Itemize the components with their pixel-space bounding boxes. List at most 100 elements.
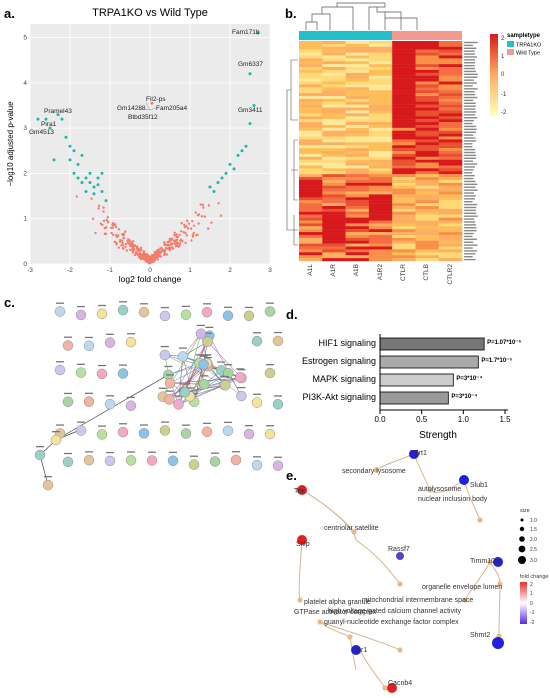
heatmap-cell: [438, 84, 463, 88]
row-name-glyph: [464, 131, 476, 133]
row-name-glyph: [464, 73, 478, 76]
heatmap-cell: [368, 217, 393, 221]
heatmap-cell: [438, 252, 463, 256]
heatmap-cell: [415, 258, 439, 262]
network-edge: [189, 384, 226, 397]
heatmap-cell: [415, 98, 439, 102]
heatmap-cell: [368, 75, 393, 79]
volcano-point-significant: [72, 171, 76, 175]
protein-node-label-glyph: [205, 326, 214, 329]
heatmap-cell: [392, 96, 416, 100]
protein-node-label-glyph: [106, 333, 114, 335]
protein-node-label-glyph: [36, 446, 44, 448]
row-name-glyph: [464, 67, 476, 70]
heatmap-cell: [368, 127, 393, 131]
term-label: GTPase activator complex: [294, 609, 377, 616]
volcano-point: [175, 235, 178, 239]
heatmap-cell: [322, 113, 346, 117]
volcano-point: [115, 234, 118, 238]
heatmap-cell: [415, 107, 439, 111]
heatmap-cell: [368, 153, 393, 157]
heatmap-cell: [299, 217, 323, 221]
row-name-glyph: [464, 218, 475, 220]
protein-node: [198, 359, 209, 370]
heatmap-cell: [322, 133, 346, 137]
heatmap-cell: [368, 194, 393, 198]
heatmap-cell: [322, 107, 346, 111]
heatmap-cell: [322, 171, 346, 175]
heatmap-cell: [368, 151, 393, 155]
heatmap-cell: [345, 139, 370, 143]
size-legend-tick: 1.5: [530, 527, 537, 533]
heatmap-cell: [368, 41, 393, 45]
volcano-point-significant: [60, 117, 64, 121]
heatmap-cell: [345, 151, 370, 155]
row-name-glyph: [464, 62, 476, 64]
heatmap-cell: [368, 232, 393, 236]
heatmap-cell: [438, 104, 463, 108]
heatmap-cell: [322, 96, 346, 100]
protein-node: [138, 306, 150, 318]
heatmap-cell: [392, 214, 416, 218]
pathway-bar: [379, 355, 479, 369]
row-name-glyph: [464, 53, 475, 55]
volcano-point: [163, 243, 166, 247]
volcano-point: [156, 248, 159, 252]
heatmap-cell: [438, 156, 463, 160]
heatmap-cell: [345, 159, 370, 163]
volcano-point-significant: [56, 113, 60, 117]
p-value: P=1.07*10⁻⁵: [487, 340, 521, 346]
heatmap-cell: [345, 156, 370, 160]
heatmap-cell: [392, 232, 416, 236]
gene-label-pramel43: Pramel43: [44, 108, 72, 115]
gene-label: Slub1: [470, 482, 488, 489]
volcano-point: [75, 195, 78, 198]
volcano-point: [191, 233, 195, 237]
heatmap-cell: [368, 64, 393, 68]
heatmap-cell: [345, 145, 370, 149]
gene-node: [493, 557, 503, 567]
heatmap-cell: [322, 136, 346, 140]
gene-label-pira1: Pira1: [41, 121, 57, 128]
heatmap-cell: [345, 122, 370, 126]
protein-node-label-glyph: [182, 305, 190, 308]
row-name-glyph: [464, 82, 477, 84]
heatmap-cell: [322, 200, 346, 204]
heatmap-cell: [438, 145, 463, 149]
heatmap-cell: [392, 182, 416, 186]
heatmap-cell: [415, 206, 439, 210]
protein-node: [220, 380, 231, 391]
protein-node-label-glyph: [160, 345, 169, 348]
network-edge: [169, 341, 208, 400]
protein-node-label-glyph: [85, 451, 93, 453]
heatmap-cell: [299, 145, 323, 149]
protein-node: [159, 310, 171, 322]
scale-tick: -2: [501, 110, 507, 116]
volcano-point: [196, 214, 199, 217]
heatmap-cell: [368, 72, 393, 76]
heatmap-cell: [345, 67, 370, 71]
heatmap-cell: [368, 177, 393, 181]
volcano-point-significant: [84, 190, 88, 194]
protein-node-label-glyph: [98, 304, 106, 307]
heatmap-cell: [438, 191, 463, 195]
volcano-point-significant: [100, 171, 104, 175]
volcano-point: [132, 240, 135, 243]
heatmap-cell: [345, 46, 370, 50]
heatmap-cell: [368, 258, 393, 262]
legend-swatch-trpa1ko: [507, 41, 514, 47]
size-legend-dot: [518, 545, 526, 553]
protein-node-label-glyph: [140, 303, 148, 305]
heatmap-cell: [438, 107, 463, 111]
gene-label: Rassf7: [388, 546, 410, 553]
row-name-glyph: [464, 224, 477, 226]
heatmap-cell: [368, 206, 393, 210]
fold-change-tick: 0: [530, 601, 533, 607]
heatmap-cell: [415, 55, 439, 59]
row-name-glyph: [464, 143, 473, 145]
protein-node-label-glyph: [203, 303, 211, 305]
volcano-point-significant: [68, 144, 72, 148]
volcano-point: [171, 247, 175, 250]
y-tick: 3: [23, 125, 27, 132]
heatmap-cell: [392, 145, 416, 149]
